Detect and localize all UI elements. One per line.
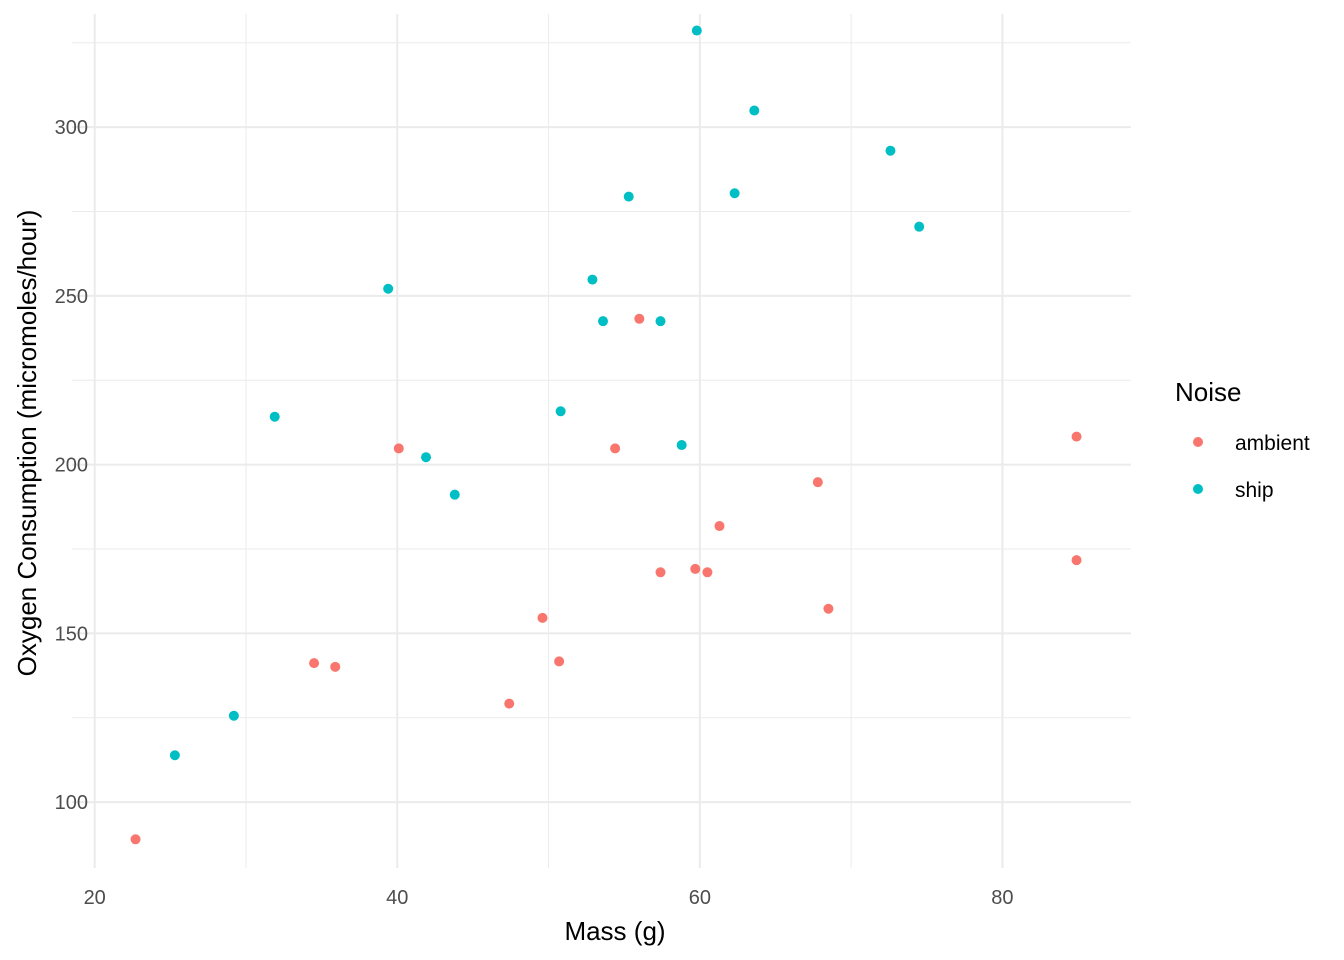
y-axis-title: Oxygen Consumption (micromoles/hour) bbox=[12, 210, 42, 677]
point-ship bbox=[169, 750, 180, 761]
data-points bbox=[130, 25, 1082, 845]
point-ambient bbox=[812, 477, 823, 488]
y-tick-label: 150 bbox=[55, 623, 88, 645]
x-tick-label: 20 bbox=[84, 887, 106, 909]
point-ambient bbox=[1071, 431, 1082, 442]
point-ship bbox=[885, 145, 896, 156]
grid-major-lines bbox=[72, 14, 1131, 868]
legend-items: ambient ship bbox=[1193, 432, 1310, 502]
point-ambient bbox=[537, 612, 548, 623]
point-ambient bbox=[655, 567, 666, 578]
legend-label-ship: ship bbox=[1235, 479, 1274, 502]
point-ship bbox=[449, 489, 460, 500]
legend-title: Noise bbox=[1175, 377, 1241, 407]
grid-minor-lines bbox=[72, 14, 1131, 868]
point-ship bbox=[655, 316, 666, 327]
point-ship bbox=[691, 25, 702, 36]
point-ship bbox=[421, 452, 432, 463]
y-tick-label: 250 bbox=[55, 286, 88, 308]
y-axis-tick-labels: 100 150 200 250 300 bbox=[55, 117, 88, 814]
legend-label-ambient: ambient bbox=[1235, 432, 1310, 455]
point-ship bbox=[729, 188, 740, 199]
point-ambient bbox=[823, 603, 834, 614]
y-tick-label: 200 bbox=[55, 455, 88, 477]
point-ambient bbox=[714, 521, 725, 532]
point-ship bbox=[269, 411, 280, 422]
point-ambient bbox=[610, 443, 621, 454]
legend-key-ambient bbox=[1193, 437, 1203, 447]
y-tick-label: 300 bbox=[55, 117, 88, 139]
x-tick-label: 60 bbox=[689, 887, 711, 909]
point-ship bbox=[555, 406, 566, 417]
y-tick-label: 100 bbox=[55, 792, 88, 814]
x-axis-title: Mass (g) bbox=[564, 916, 665, 946]
point-ship bbox=[228, 710, 239, 721]
point-ship bbox=[623, 191, 634, 202]
point-ambient bbox=[330, 661, 341, 672]
legend-key-ship bbox=[1193, 484, 1203, 494]
point-ambient bbox=[504, 698, 515, 709]
point-ambient bbox=[1071, 555, 1082, 566]
point-ambient bbox=[690, 563, 701, 574]
point-ship bbox=[676, 440, 687, 451]
point-ship bbox=[587, 274, 598, 285]
legend: Noise ambient ship bbox=[1175, 377, 1310, 502]
point-ambient bbox=[634, 313, 645, 324]
point-ambient bbox=[309, 658, 320, 669]
point-ambient bbox=[702, 567, 713, 578]
point-ship bbox=[914, 221, 925, 232]
x-tick-label: 80 bbox=[991, 887, 1013, 909]
point-ambient bbox=[554, 656, 565, 667]
point-ambient bbox=[393, 443, 404, 454]
point-ship bbox=[749, 105, 760, 116]
point-ship bbox=[383, 283, 394, 294]
x-axis-tick-labels: 20 40 60 80 bbox=[84, 887, 1014, 909]
point-ambient bbox=[130, 834, 141, 845]
x-tick-label: 40 bbox=[386, 887, 408, 909]
point-ship bbox=[598, 316, 609, 327]
